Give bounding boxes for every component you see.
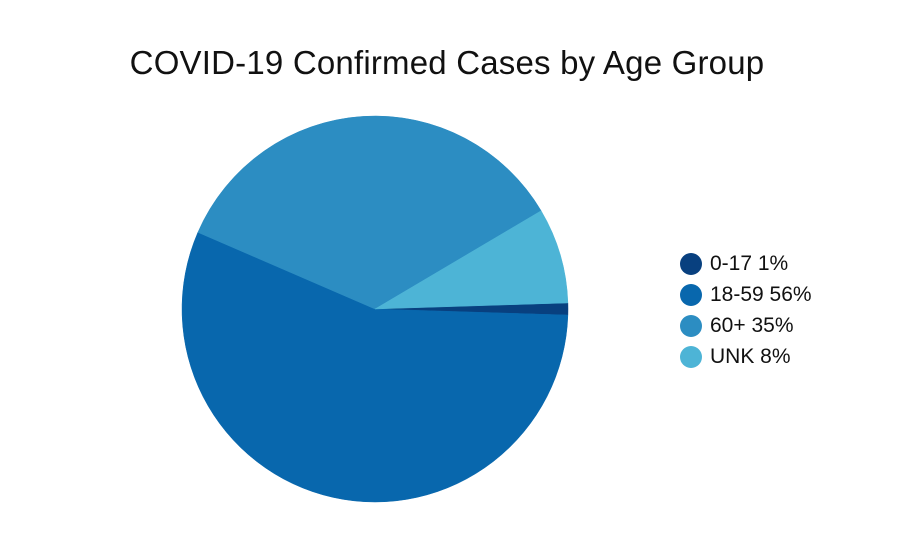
legend-item-60-plus: 60+ 35% bbox=[680, 310, 812, 341]
legend-label-0-17: 0-17 1% bbox=[710, 251, 789, 275]
pie-slice-60-plus bbox=[197, 115, 542, 310]
pie-slice-18-59 bbox=[181, 232, 569, 503]
legend-item-unk: UNK 8% bbox=[680, 341, 812, 372]
legend-item-18-59: 18-59 56% bbox=[680, 279, 812, 310]
legend: 0-17 1% 18-59 56% 60+ 35% UNK 8% bbox=[680, 248, 812, 372]
legend-label-60-plus: 60+ 35% bbox=[710, 313, 794, 337]
legend-swatch-18-59 bbox=[680, 283, 702, 306]
legend-label-18-59: 18-59 56% bbox=[710, 282, 812, 306]
chart-title: COVID-19 Confirmed Cases by Age Group bbox=[129, 44, 765, 81]
legend-label-unk: UNK 8% bbox=[710, 344, 791, 368]
legend-item-0-17: 0-17 1% bbox=[680, 248, 812, 279]
legend-swatch-60-plus bbox=[680, 314, 702, 337]
legend-swatch-0-17 bbox=[680, 252, 702, 275]
legend-swatch-unk bbox=[680, 345, 702, 368]
pie-slice-unk bbox=[374, 210, 569, 310]
